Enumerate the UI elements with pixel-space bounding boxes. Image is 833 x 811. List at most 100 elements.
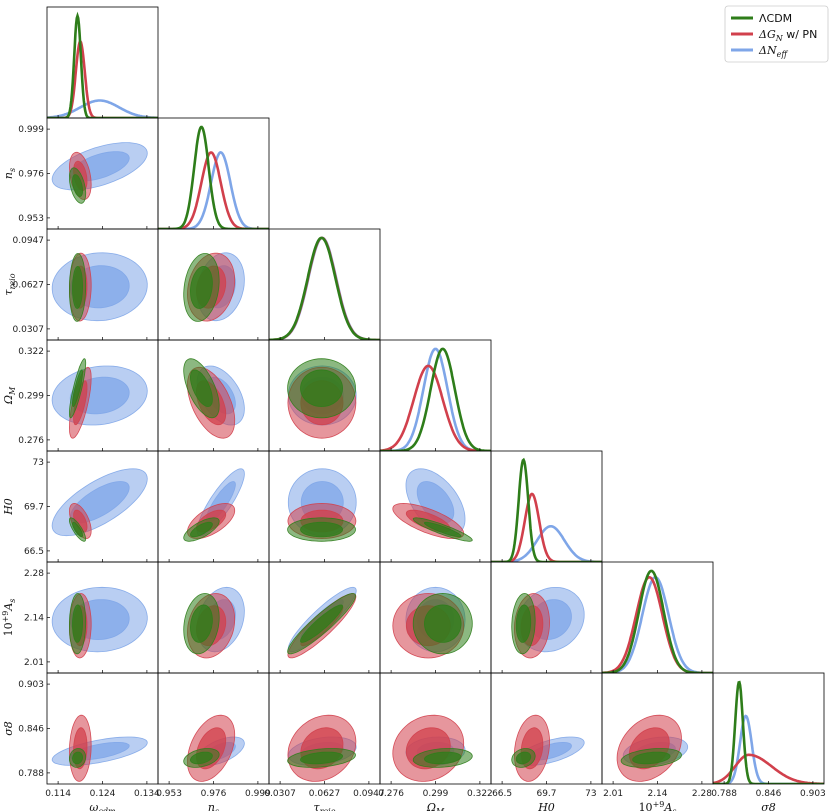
x-axis-label-omega_cdm: ωcdm — [89, 801, 116, 811]
panel-As-vs-tau_reio — [287, 586, 357, 659]
legend-box — [724, 5, 829, 63]
legend-label-dneff: ΔNeff — [758, 44, 788, 59]
pdf-dgn — [47, 39, 158, 118]
panel-frame — [268, 228, 381, 341]
marginal-As — [602, 569, 713, 673]
pdf-dneff — [491, 524, 602, 562]
y-tick-label: 0.976 — [18, 170, 44, 180]
panel-Omega_M-vs-tau_reio — [287, 358, 357, 439]
contour-lcdm-68 — [72, 369, 83, 408]
y-tick-label: 0.299 — [18, 392, 44, 402]
panel-frame — [46, 672, 159, 785]
x-tick-label: 0.788 — [711, 789, 737, 799]
x-axis-label-n_s: ns — [208, 801, 219, 811]
x-tick-label: 0.903 — [800, 789, 826, 799]
panel-Omega_M-vs-omega_cdm — [51, 358, 148, 439]
y-tick-label: 0.322 — [18, 347, 44, 357]
legend-label-dgn: ΔGN w/ PN — [758, 28, 817, 43]
panel-frame — [379, 339, 492, 452]
pdf-lcdm — [47, 11, 158, 118]
panel-sigma8-vs-H0 — [511, 714, 585, 782]
pdf-lcdm — [602, 569, 713, 673]
x-tick-label: 0.276 — [378, 789, 404, 799]
x-tick-label: 0.134 — [134, 789, 160, 799]
marginal-omega_cdm — [47, 11, 158, 118]
x-tick-label: 0.846 — [756, 789, 782, 799]
contour-lcdm-68 — [515, 751, 532, 765]
contour-lcdm-68 — [72, 751, 83, 765]
pdf-dneff — [713, 714, 824, 784]
contour-lcdm-68 — [300, 604, 344, 643]
pdf-dgn — [269, 236, 380, 340]
contour-lcdm-68 — [72, 521, 83, 538]
panel-frame — [490, 450, 603, 563]
panel-tau_reio-vs-n_s — [183, 252, 245, 322]
x-tick-label: 0.114 — [45, 789, 71, 799]
pdf-dneff — [47, 99, 158, 118]
x-axis-label-Omega_M: ΩM — [426, 801, 445, 811]
x-tick-label: 0.124 — [90, 789, 116, 799]
x-tick-label: 0.0947 — [353, 789, 385, 799]
marginal-tau_reio — [269, 236, 380, 340]
panel-H0-vs-omega_cdm — [51, 468, 148, 542]
contour-lcdm-68 — [72, 265, 83, 309]
contour-lcdm-68 — [423, 751, 462, 765]
y-tick-label: 73 — [33, 458, 44, 468]
contour-lcdm-68 — [515, 604, 532, 643]
y-axis-label-H0: H0 — [2, 498, 15, 516]
pdf-dgn — [380, 364, 491, 451]
x-axis-label-tau_reio: τreio — [313, 801, 335, 811]
y-axis-label-As: 10+9As — [1, 599, 17, 637]
panel-As-vs-n_s — [183, 586, 245, 659]
x-tick-label: 2.28 — [692, 789, 712, 799]
x-tick-label: 0.0307 — [264, 789, 296, 799]
y-tick-label: 0.0947 — [13, 236, 45, 246]
contour-lcdm-68 — [72, 604, 83, 643]
pdf-dgn — [602, 575, 713, 673]
y-tick-label: 2.01 — [24, 658, 44, 668]
contour-lcdm-68 — [189, 751, 213, 765]
contour-lcdm-68 — [189, 265, 213, 309]
x-tick-label: 66.5 — [492, 789, 512, 799]
panel-Omega_M-vs-n_s — [183, 358, 245, 439]
y-tick-label: 0.903 — [18, 680, 44, 690]
y-tick-label: 0.0307 — [13, 325, 45, 335]
panel-sigma8-vs-As — [616, 714, 689, 782]
contour-lcdm-68 — [632, 751, 671, 765]
y-axis-label-tau_reio: τreio — [2, 273, 17, 295]
pdf-lcdm — [158, 125, 269, 229]
panel-frame — [712, 672, 825, 785]
y-axis-label-n_s: ns — [2, 168, 17, 179]
panel-H0-vs-tau_reio — [287, 468, 357, 542]
y-tick-label: 66.5 — [24, 547, 44, 557]
contour-lcdm-68 — [300, 521, 344, 538]
contour-lcdm-68 — [189, 604, 213, 643]
y-tick-label: 69.7 — [24, 503, 44, 513]
y-axis-label-sigma8: σ8 — [2, 721, 15, 736]
panel-sigma8-vs-omega_cdm — [51, 714, 148, 782]
panel-tau_reio-vs-omega_cdm — [51, 252, 148, 322]
contour-lcdm-68 — [300, 751, 344, 765]
x-tick-label: 0.299 — [423, 789, 449, 799]
y-tick-label: 2.14 — [24, 614, 44, 624]
marginal-n_s — [158, 125, 269, 229]
y-tick-label: 0.276 — [18, 436, 44, 446]
pdf-lcdm — [713, 680, 824, 784]
marginal-H0 — [491, 457, 602, 562]
marginal-Omega_M — [380, 347, 491, 451]
pdf-dgn — [158, 151, 269, 229]
y-tick-label: 0.999 — [18, 125, 44, 135]
x-tick-label: 2.14 — [647, 789, 667, 799]
y-tick-label: 0.846 — [18, 725, 44, 735]
x-tick-label: 0.0627 — [309, 789, 341, 799]
x-tick-label: 2.01 — [603, 789, 623, 799]
pdf-dneff — [269, 236, 380, 340]
x-tick-label: 0.976 — [201, 789, 227, 799]
y-axis-label-Omega_M: ΩM — [2, 386, 17, 405]
x-tick-label: 0.999 — [245, 789, 271, 799]
pdf-lcdm — [491, 457, 602, 562]
contour-lcdm-68 — [423, 604, 462, 643]
panel-H0-vs-n_s — [183, 468, 245, 542]
x-axis-label-sigma8: σ8 — [761, 801, 776, 811]
